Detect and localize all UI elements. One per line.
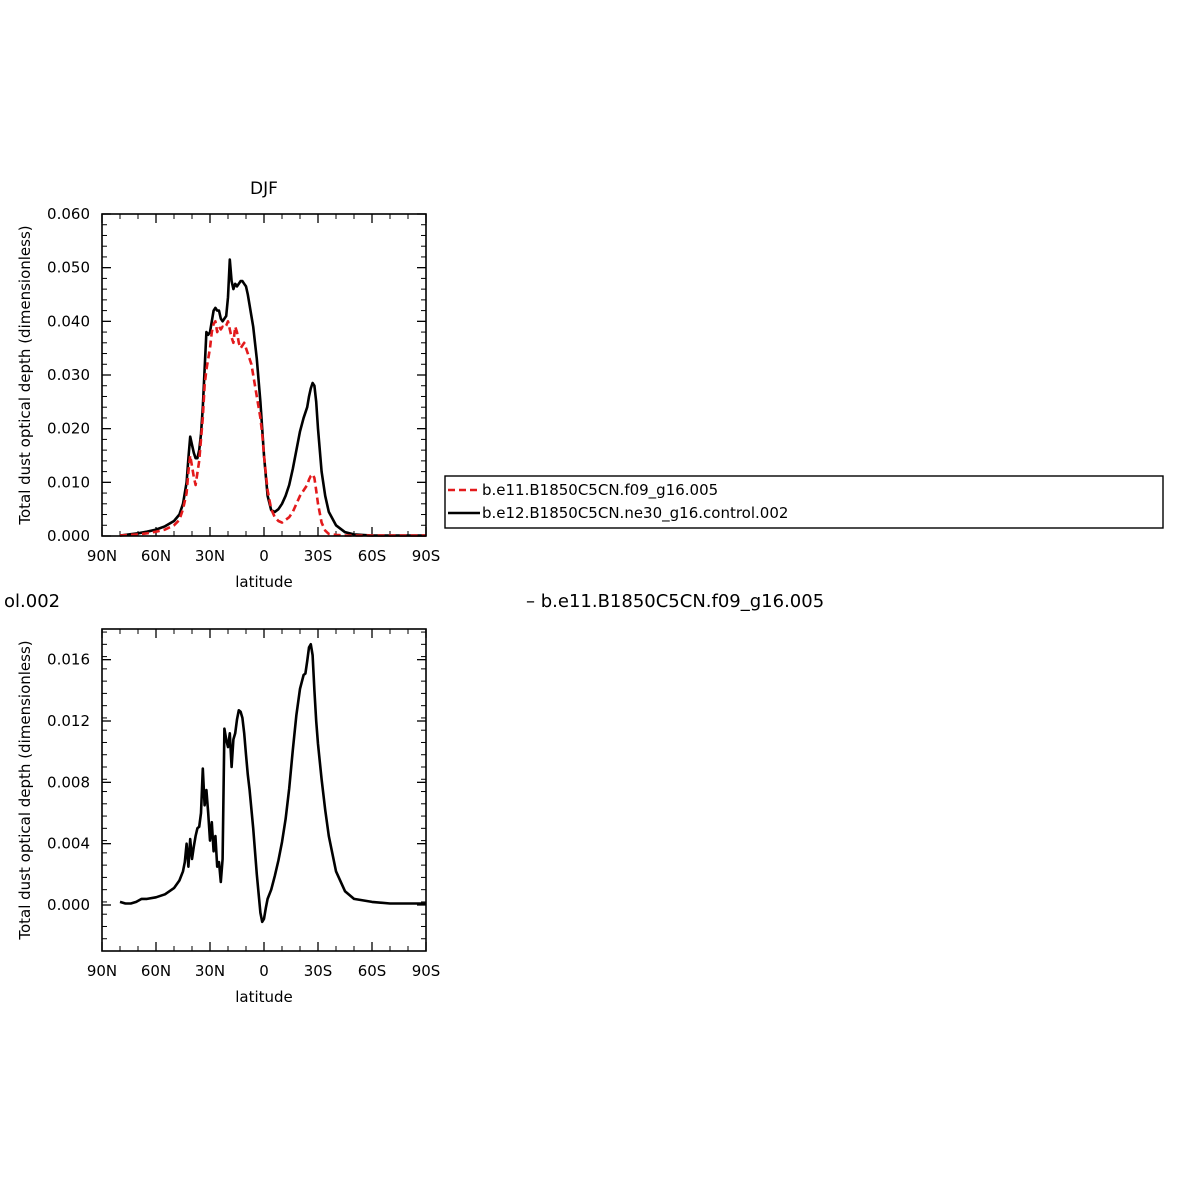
top-y-axis-label: Total dust optical depth (dimensionless): [16, 225, 34, 525]
x-tick-label: 60N: [141, 547, 171, 565]
x-tick-label: 60N: [141, 962, 171, 980]
y-tick-label: 0.000: [47, 527, 90, 545]
top-series-line-1: [119, 319, 426, 537]
x-tick-label: 60S: [358, 547, 387, 565]
y-tick-label: 0.008: [47, 773, 90, 791]
top-series-lines: [119, 258, 426, 537]
y-tick-label: 0.012: [47, 712, 90, 730]
bottom-header-left: ol.002: [4, 591, 60, 612]
legend-box: [444, 475, 1164, 529]
y-tick-label: 0.060: [47, 205, 90, 223]
x-tick-label: 90N: [87, 962, 117, 980]
x-tick-label: 30N: [195, 547, 225, 565]
y-tick-label: 0.040: [47, 312, 90, 330]
x-tick-label: 90S: [412, 547, 441, 565]
bot-series-line-1: [119, 642, 426, 924]
y-tick-label: 0.030: [47, 366, 90, 384]
top-x-tick-labels: 90N 60N 30N 0 30S 60S 90S: [87, 547, 440, 565]
x-tick-label: 0: [259, 962, 269, 980]
x-tick-label: 90S: [412, 962, 441, 980]
bottom-x-tick-labels: 90N 60N 30N 0 30S 60S 90S: [87, 962, 440, 980]
top-legend: b.e11.B1850C5CN.f09_g16.005 b.e12.B1850C…: [444, 475, 1164, 529]
top-plot-frame: [101, 213, 427, 537]
bottom-header-right: – b.e11.B1850C5CN.f09_g16.005: [526, 591, 824, 612]
legend-label-series-1: b.e11.B1850C5CN.f09_g16.005: [482, 481, 718, 500]
top-ticks: [101, 213, 427, 537]
y-tick-label: 0.020: [47, 420, 90, 438]
y-tick-label: 0.000: [47, 896, 90, 914]
y-tick-label: 0.016: [47, 651, 90, 669]
bottom-y-axis-label: Total dust optical depth (dimensionless): [16, 640, 34, 940]
x-tick-label: 90N: [87, 547, 117, 565]
x-tick-label: 30S: [304, 547, 333, 565]
bottom-x-axis-label: latitude: [235, 988, 293, 1006]
y-tick-label: 0.004: [47, 835, 90, 853]
y-tick-label: 0.010: [47, 473, 90, 491]
top-y-tick-labels: 0.000 0.010 0.020 0.030 0.040 0.050 0.060: [47, 205, 90, 545]
top-x-axis-label: latitude: [235, 573, 293, 591]
x-tick-label: 30S: [304, 962, 333, 980]
top-series-line-2: [119, 258, 426, 537]
legend-label-series-2: b.e12.B1850C5CN.ne30_g16.control.002: [482, 504, 788, 523]
top-panel: DJF Total dust optical depth (dimensionl…: [16, 179, 440, 591]
bottom-series-lines: [119, 642, 426, 924]
bottom-plot-frame: [101, 628, 427, 952]
y-tick-label: 0.050: [47, 259, 90, 277]
x-tick-label: 60S: [358, 962, 387, 980]
bottom-y-tick-labels: 0.000 0.004 0.008 0.012 0.016: [47, 651, 90, 914]
x-tick-label: 0: [259, 547, 269, 565]
top-chart-title: DJF: [250, 179, 278, 199]
bottom-panel: Total dust optical depth (dimensionless)…: [16, 628, 440, 1006]
x-tick-label: 30N: [195, 962, 225, 980]
